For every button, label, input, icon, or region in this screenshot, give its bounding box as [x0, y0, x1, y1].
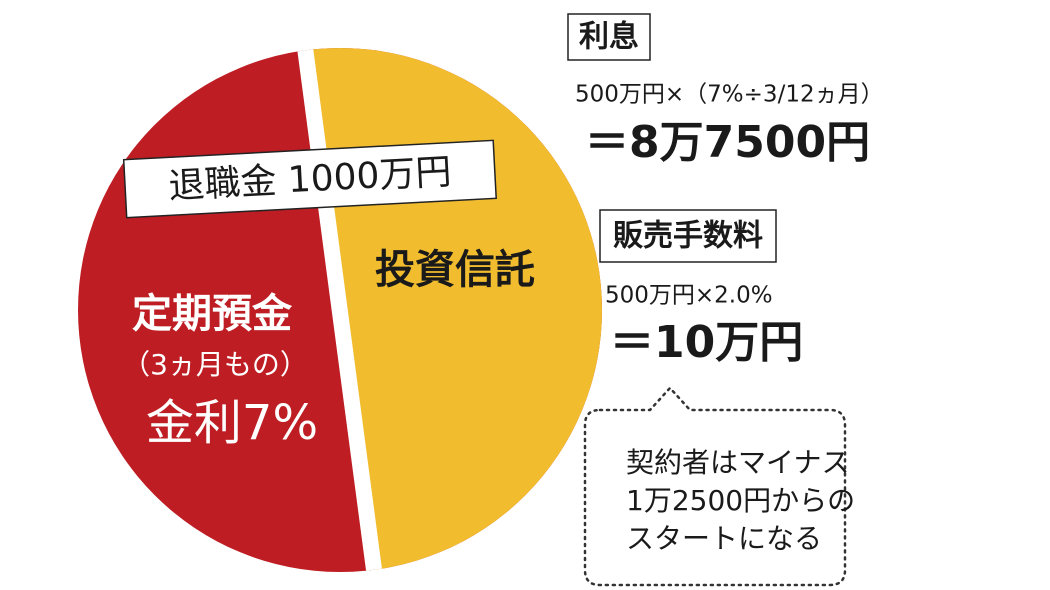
note-line: 契約者はマイナス — [626, 446, 849, 479]
fund-title: 投資信託 — [375, 247, 535, 293]
total-label-box: 退職金 1000万円 — [122, 139, 498, 219]
deposit-sub: （3ヵ月もの） — [122, 348, 308, 381]
pie — [78, 48, 602, 572]
note-line: 1万2500円からの — [626, 484, 855, 517]
speech-bubble — [583, 386, 847, 587]
note-line: スタートになる — [626, 522, 822, 555]
deposit-rate: 金利7% — [146, 395, 318, 451]
heading-box — [567, 13, 651, 61]
divider — [296, 48, 386, 572]
fee-heading: 販売手数料 — [613, 219, 763, 254]
interest-heading: 利息 — [579, 20, 639, 55]
heading-box — [599, 209, 777, 263]
fee-result: ＝10万円 — [610, 317, 803, 368]
fee-formula: 500万円×2.0% — [605, 283, 773, 309]
deposit-title: 定期預金 — [132, 291, 293, 337]
interest-formula: 500万円×（7%÷3/12ヵ月） — [575, 82, 884, 108]
interest-result: ＝8万7500円 — [585, 117, 870, 168]
label-box — [122, 139, 498, 219]
